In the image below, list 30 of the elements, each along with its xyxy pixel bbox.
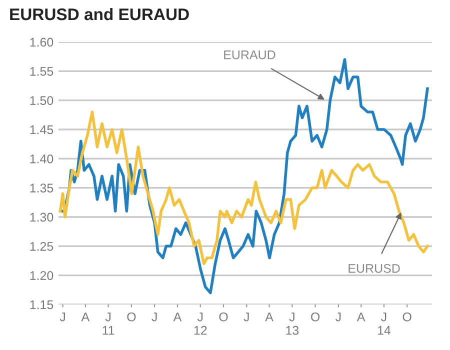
y-tick-label: 1.15 [30, 300, 54, 310]
y-tick-label: 1.60 [30, 38, 54, 47]
y-tick-label: 1.30 [30, 212, 54, 222]
x-tick-label: O [311, 312, 320, 322]
y-tick-label: 1.45 [30, 125, 54, 134]
chart-title: EURUSD and EURAUD [10, 8, 189, 20]
x-tick-label: J 14 [378, 312, 391, 335]
x-tick-label: A [356, 312, 366, 322]
annotation: EURAUD [224, 50, 276, 60]
x-tick-label: O [127, 312, 136, 322]
x-tick-label: J 11 [102, 312, 114, 335]
y-tick-label: 1.20 [30, 271, 54, 280]
line-series [58, 110, 429, 266]
x-tick-label: J [244, 312, 249, 322]
x-tick-label: O [402, 312, 412, 322]
y-tick-label: 1.55 [30, 67, 54, 76]
x-tick-label: A [173, 312, 182, 322]
x-tick-label: J [152, 312, 157, 322]
annotation: EURUSD [348, 264, 400, 273]
x-tick-label: A [81, 312, 90, 322]
y-tick-label: 1.40 [30, 154, 54, 164]
x-tick-label: O [219, 312, 228, 322]
x-tick-label: J [336, 312, 341, 322]
x-tick-label: A [265, 312, 274, 322]
x-tick-label: J [60, 312, 65, 322]
y-tick-label: 1.35 [30, 184, 54, 192]
y-tick-label: 1.25 [30, 242, 54, 251]
x-tick-label: J 12 [194, 312, 207, 335]
y-tick-label: 1.50 [30, 96, 54, 105]
x-tick-label: J 13 [286, 312, 299, 335]
